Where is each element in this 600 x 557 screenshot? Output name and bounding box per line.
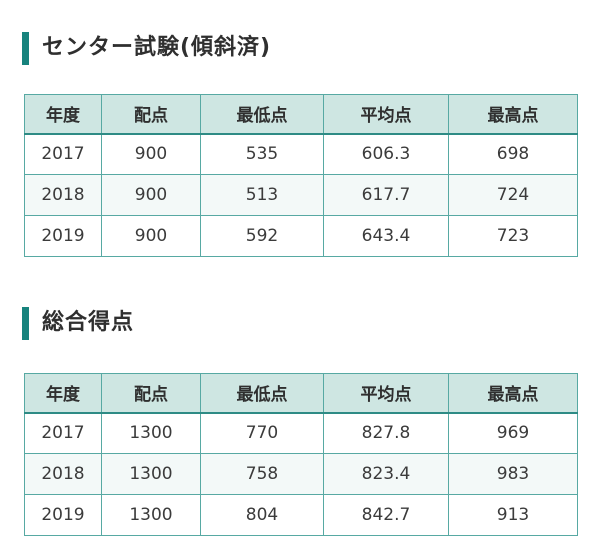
section-title-text: センター試験(傾斜済) xyxy=(42,35,272,60)
cell-max-score: 723 xyxy=(448,215,578,257)
table-header-row: 年度 配点 最低点 平均点 最高点 xyxy=(24,373,578,414)
cell-max-score: 913 xyxy=(448,494,578,536)
cell-avg-score: 617.7 xyxy=(323,174,449,216)
cell-allocation: 900 xyxy=(101,133,201,175)
cell-max-score: 698 xyxy=(448,133,578,175)
table-row: 2018 900 513 617.7 724 xyxy=(24,174,578,216)
column-header-avg-score: 平均点 xyxy=(323,373,449,414)
cell-year: 2018 xyxy=(24,453,102,495)
cell-avg-score: 842.7 xyxy=(323,494,449,536)
cell-avg-score: 823.4 xyxy=(323,453,449,495)
cell-year: 2018 xyxy=(24,174,102,216)
cell-min-score: 770 xyxy=(200,412,324,454)
column-header-max-score: 最高点 xyxy=(448,94,578,135)
table-row: 2018 1300 758 823.4 983 xyxy=(24,453,578,495)
title-accent-bar-icon xyxy=(22,306,29,340)
title-accent-bar-icon xyxy=(22,31,29,65)
section-title: 総合得点 xyxy=(22,305,600,341)
section-total-score: 総合得点 年度 配点 最低点 平均点 最高点 2017 1300 770 xyxy=(0,305,600,536)
table-row: 2017 1300 770 827.8 969 xyxy=(24,412,578,454)
table-row: 2019 1300 804 842.7 913 xyxy=(24,494,578,536)
cell-year: 2019 xyxy=(24,215,102,257)
cell-year: 2019 xyxy=(24,494,102,536)
table-header-row: 年度 配点 最低点 平均点 最高点 xyxy=(24,94,578,135)
column-header-year: 年度 xyxy=(24,94,102,135)
cell-avg-score: 643.4 xyxy=(323,215,449,257)
table-row: 2019 900 592 643.4 723 xyxy=(24,215,578,257)
column-header-min-score: 最低点 xyxy=(200,94,324,135)
cell-allocation: 900 xyxy=(101,215,201,257)
section-title: センター試験(傾斜済) xyxy=(22,30,600,66)
column-header-min-score: 最低点 xyxy=(200,373,324,414)
cell-max-score: 983 xyxy=(448,453,578,495)
cell-allocation: 1300 xyxy=(101,494,201,536)
section-center-exam: センター試験(傾斜済) 年度 配点 最低点 平均点 最高点 2017 900 xyxy=(0,30,600,257)
cell-avg-score: 606.3 xyxy=(323,133,449,175)
center-exam-score-table: 年度 配点 最低点 平均点 最高点 2017 900 535 606.3 698… xyxy=(24,94,578,257)
column-header-allocation: 配点 xyxy=(101,373,201,414)
cell-allocation: 900 xyxy=(101,174,201,216)
cell-max-score: 724 xyxy=(448,174,578,216)
cell-max-score: 969 xyxy=(448,412,578,454)
column-header-max-score: 最高点 xyxy=(448,373,578,414)
section-title-text: 総合得点 xyxy=(42,310,135,335)
column-header-allocation: 配点 xyxy=(101,94,201,135)
cell-allocation: 1300 xyxy=(101,453,201,495)
cell-min-score: 513 xyxy=(200,174,324,216)
cell-min-score: 592 xyxy=(200,215,324,257)
cell-year: 2017 xyxy=(24,412,102,454)
column-header-year: 年度 xyxy=(24,373,102,414)
cell-year: 2017 xyxy=(24,133,102,175)
column-header-avg-score: 平均点 xyxy=(323,94,449,135)
cell-avg-score: 827.8 xyxy=(323,412,449,454)
cell-min-score: 535 xyxy=(200,133,324,175)
cell-min-score: 804 xyxy=(200,494,324,536)
cell-allocation: 1300 xyxy=(101,412,201,454)
cell-min-score: 758 xyxy=(200,453,324,495)
total-score-table: 年度 配点 最低点 平均点 最高点 2017 1300 770 827.8 96… xyxy=(24,373,578,536)
table-row: 2017 900 535 606.3 698 xyxy=(24,133,578,175)
